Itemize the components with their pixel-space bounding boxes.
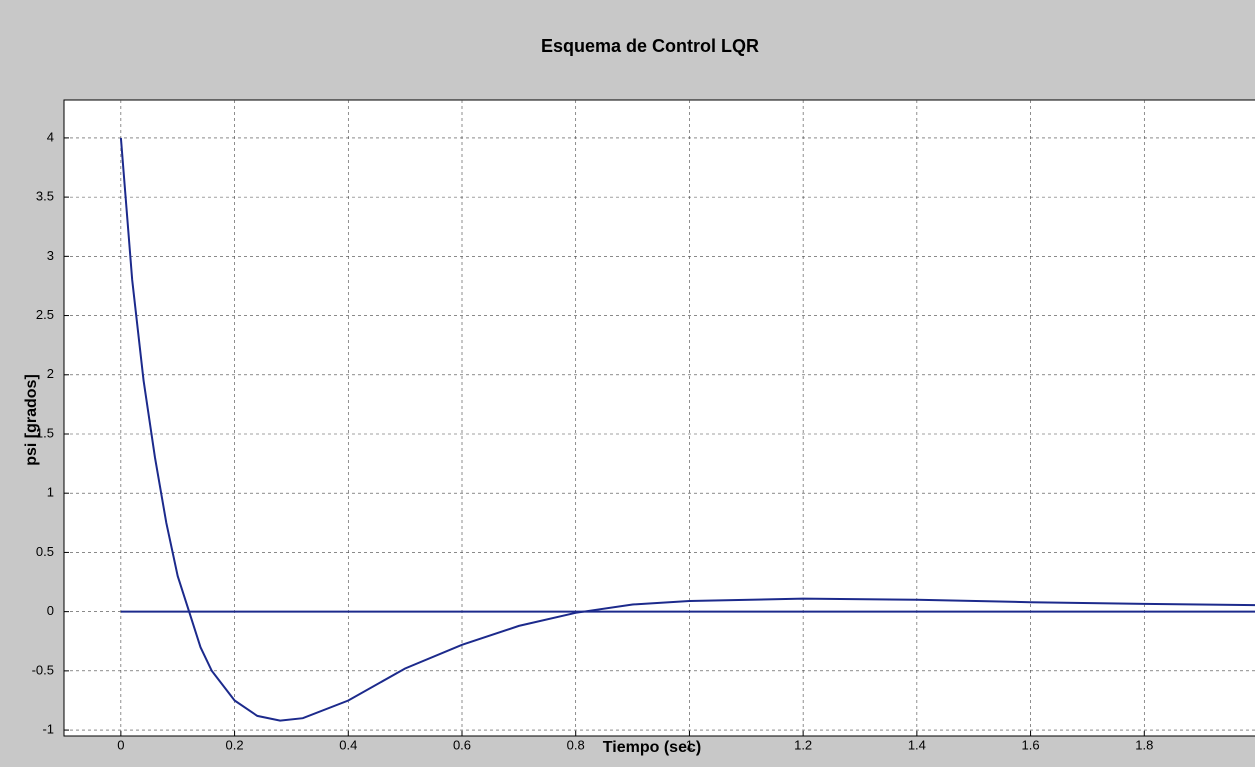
y-tick-label: -0.5 bbox=[32, 662, 54, 677]
x-tick-label: 0.6 bbox=[453, 737, 471, 752]
y-tick-label: 3.5 bbox=[36, 189, 54, 204]
x-tick-label: 1.4 bbox=[908, 737, 926, 752]
y-axis-label: psi [grados] bbox=[23, 374, 40, 466]
y-tick-label: 2.5 bbox=[36, 307, 54, 322]
y-tick-label: -1 bbox=[42, 722, 54, 737]
data-line bbox=[119, 137, 1255, 722]
y-tick-label: 1 bbox=[47, 485, 54, 500]
plot-area bbox=[63, 99, 1255, 737]
y-tick-label: 0 bbox=[47, 603, 54, 618]
x-tick-label: 0.2 bbox=[226, 737, 244, 752]
chart-title: Esquema de Control LQR bbox=[541, 36, 759, 56]
y-tick-label: 1.5 bbox=[36, 425, 54, 440]
x-tick-label: 1 bbox=[686, 737, 693, 752]
x-tick-label: 0.4 bbox=[339, 737, 357, 752]
x-tick-label: 1.8 bbox=[1135, 737, 1153, 752]
x-tick-label: 0.8 bbox=[567, 737, 585, 752]
x-tick-label: 1.6 bbox=[1022, 737, 1040, 752]
x-tick-label: 1.2 bbox=[794, 737, 812, 752]
y-tick-label: 0.5 bbox=[36, 544, 54, 559]
x-tick-label: 0 bbox=[117, 737, 124, 752]
y-tick-label: 4 bbox=[47, 129, 54, 144]
y-tick-label: 2 bbox=[47, 366, 54, 381]
x-axis-label: Tiempo (sec) bbox=[603, 739, 701, 756]
y-tick-label: 3 bbox=[47, 248, 54, 263]
